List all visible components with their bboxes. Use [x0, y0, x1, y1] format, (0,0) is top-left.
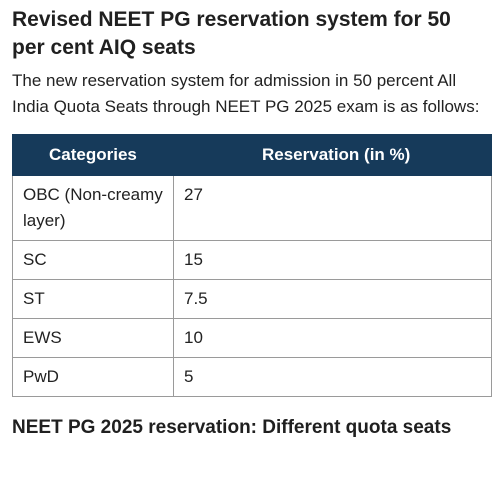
category-cell: SC	[12, 240, 174, 280]
header-row: Categories Reservation (in %)	[12, 134, 492, 176]
reservation-cell: 27	[173, 175, 492, 241]
reservation-cell: 10	[173, 318, 492, 358]
table-row: OBC (Non-creamy layer) 27	[12, 175, 492, 241]
reservation-cell: 5	[173, 357, 492, 397]
table-row: EWS 10	[12, 318, 492, 358]
reservation-table: Categories Reservation (in %) OBC (Non-c…	[12, 134, 492, 397]
reservation-cell: 15	[173, 240, 492, 280]
table-body: OBC (Non-creamy layer) 27 SC 15 ST 7.5 EWS 10 Pw…	[12, 175, 492, 397]
section-heading: NEET PG 2025 reservation: Different quot…	[12, 417, 452, 438]
table-row: PwD 5	[12, 357, 492, 397]
table-row: SC 15	[12, 240, 492, 280]
table-row: ST 7.5	[12, 279, 492, 319]
column-header: Categories	[12, 134, 174, 176]
intro-text: The new reservation system for admission…	[12, 71, 480, 116]
category-cell: EWS	[12, 318, 174, 358]
reservation-cell: 7.5	[173, 279, 492, 319]
category-cell: ST	[12, 279, 174, 319]
category-cell: OBC (Non-creamy layer)	[12, 175, 174, 241]
column-header: Reservation (in %)	[173, 134, 492, 176]
article-title: Revised NEET PG reservation system for 5…	[12, 8, 451, 59]
category-cell: PwD	[12, 357, 174, 397]
